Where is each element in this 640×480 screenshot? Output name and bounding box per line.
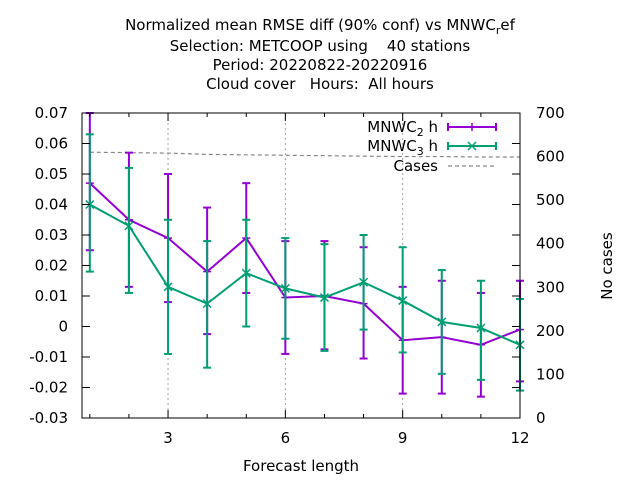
chart-title-subscript: r <box>495 24 501 37</box>
y2-tick-label: 300 <box>536 278 565 296</box>
y2-tick-label: 700 <box>536 104 565 122</box>
y-tick-label: -0.01 <box>29 348 68 366</box>
legend-label-2: Cases <box>393 157 438 175</box>
chart-title-main: Normalized mean RMSE diff (90% conf) vs … <box>125 16 496 34</box>
y-tick-label: 0 <box>58 318 68 336</box>
y-tick-label: 0.07 <box>35 104 68 122</box>
y-tick-label: -0.02 <box>29 379 68 397</box>
point-marker <box>476 323 486 333</box>
point-marker <box>398 296 408 306</box>
series-line-1 <box>89 203 521 346</box>
point-marker <box>163 282 173 292</box>
y-tick-label: 0.06 <box>35 135 68 153</box>
cases-series <box>89 151 520 158</box>
axis-ticks: -0.03 -0.02 -0.01 0 0.01 0.02 0.03 0.04 0.05 0.06… <box>29 104 564 447</box>
x-tick-label: 6 <box>281 429 291 447</box>
y-tick-label: 0.05 <box>35 165 68 183</box>
chart-title-line-1: Normalized mean RMSE diff (90% conf) vs … <box>0 16 640 40</box>
y-tick-label: 0.03 <box>35 226 68 244</box>
y-tick-label: 0.04 <box>35 196 68 214</box>
chart-subtitle-period: Period: 20220822-20220916 <box>212 56 428 74</box>
point-marker <box>202 299 212 309</box>
series-line-2 <box>89 151 520 158</box>
y2-tick-label: 200 <box>536 322 565 340</box>
y-tick-label: -0.03 <box>29 409 68 427</box>
x-axis-label: Forecast length <box>243 457 359 475</box>
point-marker <box>319 292 329 303</box>
series-line-0 <box>89 182 521 346</box>
y2-tick-label: 0 <box>536 409 546 427</box>
point-marker <box>467 141 477 151</box>
point-marker <box>359 277 369 287</box>
chart-title-suffix: ef <box>500 16 515 34</box>
point-marker <box>280 283 290 293</box>
x-tick-label: 12 <box>510 429 529 447</box>
y2-tick-label: 400 <box>536 235 565 253</box>
point-marker <box>437 317 447 327</box>
chart-subtitle-hours: Cloud cover Hours: All hours <box>206 75 434 93</box>
series-layer <box>85 112 525 398</box>
point-marker <box>124 221 134 231</box>
chart-subtitle-selection: Selection: METCOOP using 40 stations <box>169 37 471 55</box>
plot-frame <box>81 112 521 419</box>
x-tick-label: 9 <box>398 429 408 447</box>
y2-tick-label: 100 <box>536 365 565 383</box>
y2-tick-label: 500 <box>536 191 565 209</box>
legend-label-1: MNWC3 h <box>367 137 438 158</box>
legend-label-0: MNWC2 h <box>367 118 438 139</box>
y2-axis-label: No cases <box>598 232 616 300</box>
grid-lines <box>167 113 521 418</box>
x-tick-label: 3 <box>163 429 173 447</box>
y-tick-label: 0.01 <box>35 287 68 305</box>
point-marker <box>241 268 251 278</box>
y-tick-label: 0.02 <box>35 257 68 275</box>
y2-tick-label: 600 <box>536 148 565 166</box>
